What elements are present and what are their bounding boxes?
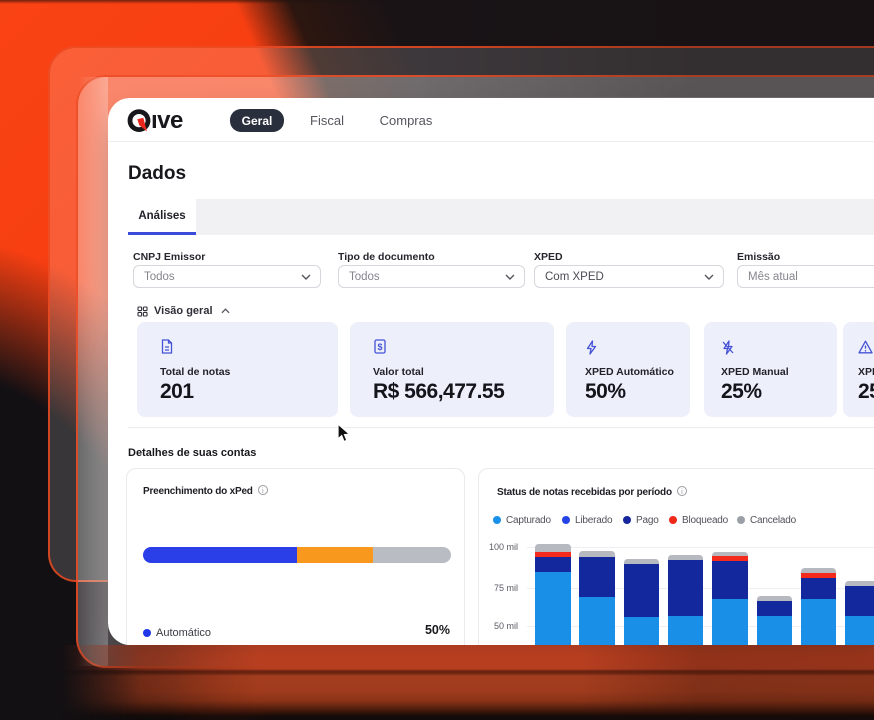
svg-text:$: $ (377, 342, 382, 352)
